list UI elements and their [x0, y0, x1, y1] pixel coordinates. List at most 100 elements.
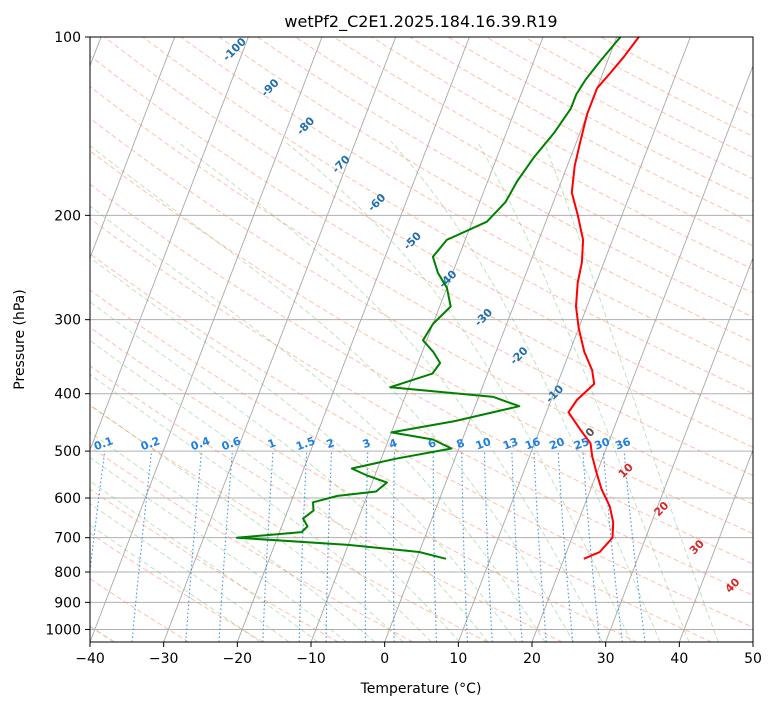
moist-adiabat-line — [90, 524, 261, 642]
y-tick-label: 300 — [54, 313, 81, 329]
moist-adiabat-line — [90, 431, 376, 642]
dry-adiabat-line — [90, 150, 753, 535]
dry-adiabat-label: -30 — [472, 306, 495, 329]
dry-adiabat-line — [524, 37, 753, 158]
y-tick-label: 100 — [54, 30, 81, 46]
dry-adiabat-label: -80 — [294, 114, 317, 137]
moist-adiabat-line — [90, 301, 489, 642]
isotherm-line — [605, 256, 753, 642]
x-tick-label: 40 — [670, 651, 688, 667]
mixing-ratio-line — [582, 451, 601, 642]
dry-adiabat-line — [90, 117, 753, 505]
mixing-ratio-label: 2 — [325, 436, 337, 451]
x-tick-label: 50 — [744, 651, 762, 667]
dry-adiabat-line — [90, 55, 753, 448]
mixing-ratio-label: 0.6 — [220, 434, 243, 453]
x-axis-label: Temperature (°C) — [360, 681, 482, 697]
dry-adiabat-label: -60 — [365, 191, 388, 214]
moist-adiabats — [90, 140, 719, 642]
dry-adiabat-label: 40 — [723, 575, 743, 595]
dry-adiabat-line — [295, 37, 753, 294]
moist-adiabat-line — [284, 140, 632, 642]
isotherm-line — [310, 37, 544, 642]
mixing-ratio-label: 0.4 — [189, 434, 212, 453]
x-tick-label: −10 — [296, 651, 326, 667]
y-tick-label: 400 — [54, 387, 81, 403]
isotherm-line — [531, 64, 753, 642]
x-tick-label: −30 — [149, 651, 179, 667]
moist-adiabat-line — [390, 141, 661, 642]
dewpoint-line — [235, 37, 622, 560]
isobar-grid — [90, 37, 753, 630]
mixing-ratio-line — [432, 451, 437, 642]
mixing-ratio-line — [392, 451, 395, 642]
dry-adiabat-label: -70 — [330, 153, 353, 176]
mixing-ratio-label: 20 — [548, 435, 567, 453]
moist-adiabat-line — [90, 373, 432, 642]
mixing-ratio-line — [557, 451, 574, 642]
dry-adiabat-line — [142, 37, 753, 394]
dry-adiabat-line — [90, 365, 563, 642]
x-tick-label: 10 — [449, 651, 467, 667]
x-tick-label: −40 — [75, 651, 105, 667]
y-tick-label: 800 — [54, 565, 81, 581]
dry-adiabat-line — [600, 37, 753, 117]
y-tick-label: 1000 — [45, 622, 81, 638]
mixing-ratio-label: 30 — [593, 435, 612, 453]
mixing-ratio-lines — [90, 451, 646, 642]
moist-adiabat-line — [90, 205, 546, 642]
mixing-ratio-label: 4 — [387, 436, 399, 451]
moist-adiabat-line — [90, 339, 461, 642]
temperature-line — [567, 37, 640, 560]
isotherm-line — [90, 37, 249, 452]
dry-adiabat-label: -40 — [436, 267, 459, 290]
dry-adiabat-line — [90, 532, 264, 642]
mixing-ratio-line — [90, 451, 106, 575]
moist-adiabat-line — [90, 480, 319, 642]
dry-adiabat-label: -90 — [258, 76, 281, 99]
x-tick-label: 20 — [523, 651, 541, 667]
dry-adiabat-label: -100 — [220, 35, 249, 64]
dry-adiabat-line — [90, 405, 488, 642]
y-tick-label: 500 — [54, 444, 81, 460]
y-tick-label: 900 — [54, 595, 81, 611]
dry-adiabat-line — [90, 326, 638, 642]
isotherm-line — [752, 640, 753, 642]
dry-adiabat-line — [90, 183, 753, 565]
isotherm-line — [457, 37, 691, 642]
moist-adiabat-line — [543, 141, 719, 642]
y-tick-label: 600 — [54, 491, 81, 507]
isotherm-line — [90, 37, 323, 642]
mixing-ratio-label: 36 — [614, 435, 633, 453]
mixing-ratio-line — [623, 451, 646, 642]
adiabat-labels: 0.1 0.2 0.4 0.6 1 1.5 2 3 4 6 8 10 13 16 20 25 30 36-100-… — [92, 35, 743, 596]
mixing-ratio-label: 1.5 — [294, 434, 317, 453]
y-axis-label: Pressure (hPa) — [12, 289, 28, 389]
moist-adiabat-line — [476, 141, 690, 642]
moist-adiabat-line — [90, 457, 347, 642]
isotherm-line — [678, 448, 753, 642]
moist-adiabat-line — [90, 404, 404, 642]
profile-series — [235, 37, 640, 560]
mixing-ratio-label: 13 — [501, 435, 520, 452]
isotherm-line — [236, 37, 470, 642]
mixing-ratio-label: 6 — [426, 436, 438, 451]
mixing-ratio-line — [533, 451, 547, 642]
mixing-ratio-label: 0.2 — [139, 434, 162, 453]
moist-adiabat-line — [176, 140, 603, 642]
mixing-ratio-line — [185, 451, 203, 642]
dry-adiabat-line — [90, 289, 712, 642]
mixing-ratio-label: 0.1 — [92, 434, 115, 453]
mixing-ratio-label: 16 — [523, 435, 542, 453]
dry-adiabats — [90, 37, 753, 642]
mixing-ratio-label: 10 — [474, 435, 493, 453]
x-tick-label: −20 — [223, 651, 253, 667]
dry-adiabat-line — [104, 37, 753, 421]
mixing-ratio-label: 3 — [361, 436, 373, 451]
dry-adiabat-line — [485, 37, 753, 180]
chart-title: wetPf2_C2E1.2025.184.16.39.R19 — [284, 12, 557, 32]
dry-adiabat-line — [562, 37, 753, 137]
mixing-ratio-line — [483, 451, 493, 642]
isotherm-line — [90, 37, 176, 260]
isotherm-line — [163, 37, 397, 642]
